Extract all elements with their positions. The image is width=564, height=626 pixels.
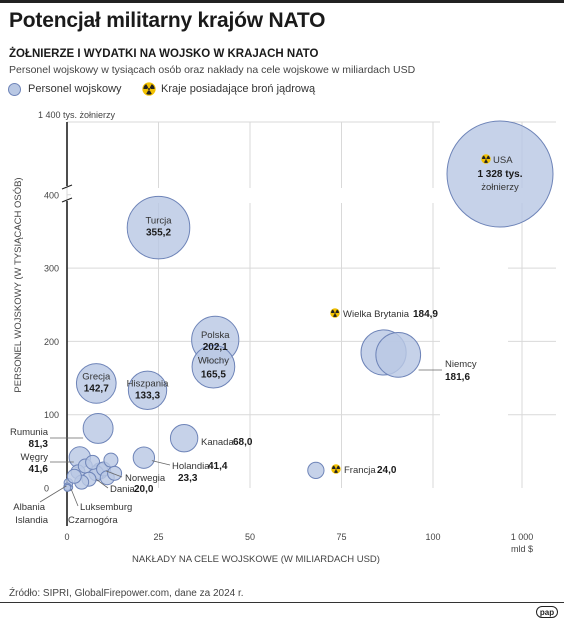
y-tick-label: 200	[44, 337, 59, 347]
x-tick-label: 75	[336, 532, 346, 542]
y-axis-break	[71, 188, 560, 203]
value-norwegia: 23,3	[178, 473, 198, 484]
bubble-holandia	[132, 446, 156, 469]
x-tick-label: 1 000	[511, 532, 534, 542]
value-dania: 20,0	[134, 484, 154, 495]
bottom-rule	[0, 602, 564, 603]
bubble-small-member	[85, 454, 101, 470]
page-title: Potencjał militarny krajów NATO	[9, 9, 326, 32]
unit-usa: żołnierzy	[481, 182, 519, 193]
y-axis-break-mark	[61, 197, 73, 203]
bubble-francja	[307, 461, 325, 480]
label-dania: Dania	[110, 484, 136, 495]
bubble-grecja	[75, 363, 117, 404]
label-turcja: Turcja	[145, 216, 172, 227]
x-axis-title: NAKŁADY NA CELE WOJSKOWE (W MILIARDACH U…	[132, 554, 380, 565]
label-islandia: Islandia	[15, 515, 48, 526]
y-tick-label: 400	[44, 190, 59, 200]
bubble-small-member	[66, 468, 82, 484]
label-holandia: Holandia	[172, 461, 210, 472]
x-tick-label: 50	[245, 532, 255, 542]
bubble-kanada	[169, 423, 199, 453]
y-tick-label: 300	[44, 264, 59, 274]
leader-albania	[39, 485, 67, 503]
value-grecja: 142,7	[84, 383, 109, 394]
value-włochy: 165,5	[201, 370, 226, 381]
bubble-turcja	[126, 195, 191, 260]
label-kanada: Kanada	[201, 437, 234, 448]
top-rule	[0, 0, 564, 3]
bubble-hiszpania	[127, 370, 168, 410]
label-niemcy: Niemcy	[445, 359, 477, 370]
label-włochy: Włochy	[198, 356, 229, 367]
bubble-usa	[446, 120, 554, 228]
bubble-small-member	[103, 452, 119, 468]
nuclear-icon-uk	[330, 308, 340, 318]
label-usa: USA	[493, 155, 513, 166]
label-albania: Albania	[13, 502, 45, 513]
bubble-legend-icon	[8, 83, 21, 96]
pap-logo: pap	[536, 606, 558, 618]
label-hiszpania: Hiszpania	[127, 378, 169, 389]
label-rumunia: Rumunia	[10, 427, 49, 438]
chart-subtitle: ŻOŁNIERZE I WYDATKI NA WOJSKO W KRAJACH …	[9, 48, 319, 60]
y-axis-break-mark	[61, 184, 73, 190]
value-hiszpania: 133,3	[135, 390, 160, 401]
value-holandia: 41,4	[208, 461, 228, 472]
value-wielka-brytania: 184,9	[413, 309, 438, 320]
radiation-icon	[142, 82, 156, 96]
label-czarnogora: Czarnogóra	[68, 515, 118, 526]
label-francja: Francja	[344, 465, 376, 476]
leader-dania	[96, 479, 109, 489]
value-turcja: 355,2	[146, 228, 171, 239]
label-norwegia: Norwegia	[125, 473, 166, 484]
x-tick-label: 100	[425, 532, 440, 542]
nuclear-icon-france	[331, 464, 341, 474]
legend-nuclear-label: Kraje posiadające broń jądrową	[161, 83, 316, 95]
value-wegry: 41,6	[29, 464, 49, 475]
y-top-label: 1 400 tys. żołnierzy	[38, 110, 116, 120]
label-polska: Polska	[201, 330, 230, 341]
source-note: Źródło: SIPRI, GlobalFirepower.com, dane…	[9, 588, 244, 599]
value-rumunia: 81,3	[29, 439, 49, 450]
value-niemcy: 181,6	[445, 372, 470, 383]
legend-personnel-label: Personel wojskowy	[28, 83, 122, 95]
x-tick-label: 25	[153, 532, 163, 542]
value-usa: 1 328 tys.	[477, 169, 522, 180]
value-kanada: 68,0	[233, 437, 253, 448]
x-tick-label: 0	[64, 532, 69, 542]
svg-text:pap: pap	[540, 608, 554, 617]
bubble-włochy	[191, 344, 236, 389]
label-wegry: Węgry	[21, 452, 49, 463]
bubble-chart: 0 100 200 300 400 1 400 tys. żołnierzy 0 25 50 75…	[10, 110, 560, 565]
bubble-niemcy	[375, 332, 422, 378]
y-tick-label: 0	[44, 484, 49, 494]
chart-description: Personel wojskowy w tysiącach osób oraz …	[9, 64, 416, 76]
value-polska: 202,1	[203, 342, 228, 353]
y-axis-title: PERSONEL WOJSKOWY (W TYSIĄCACH OSÓB)	[13, 177, 24, 392]
leader-holandia	[151, 460, 171, 466]
y-tick-label: 100	[44, 410, 59, 420]
nuclear-icon-usa	[481, 154, 491, 164]
bubble-small-member	[107, 465, 123, 481]
x-unit-label: mld $	[511, 544, 533, 554]
leader-luksemburg	[70, 489, 79, 507]
bubble-islandia	[63, 483, 72, 492]
bubble-rumunia	[82, 412, 114, 444]
label-grecja: Grecja	[82, 371, 111, 382]
label-wielka-brytania: Wielka Brytania	[343, 309, 410, 320]
label-luksemburg: Luksemburg	[80, 502, 132, 513]
value-francja: 24,0	[377, 465, 397, 476]
leader-norwegia	[105, 470, 123, 478]
